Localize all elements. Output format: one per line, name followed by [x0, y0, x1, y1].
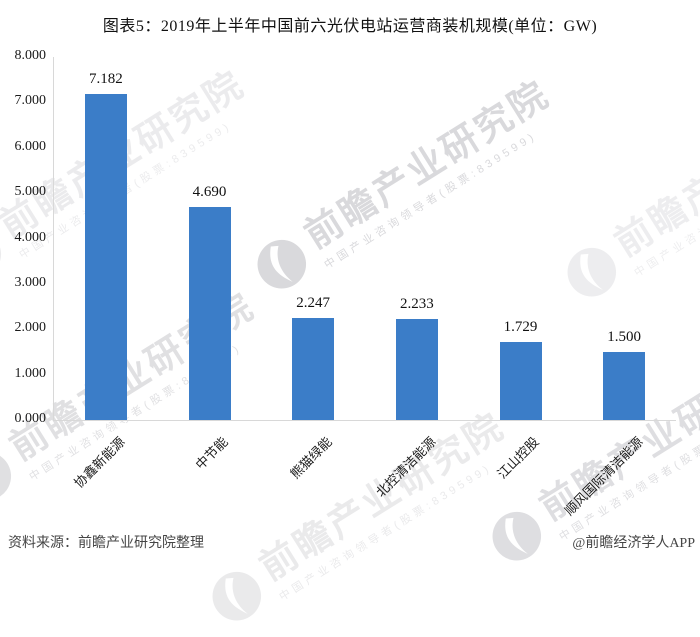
- x-axis-line: [53, 420, 676, 421]
- y-axis-tick-label: 4.000: [14, 229, 47, 245]
- bar-value-label: 2.233: [399, 296, 434, 312]
- bar-value-label: 7.182: [88, 71, 123, 87]
- bar-5: [499, 342, 542, 420]
- y-axis-tick-label: 8.000: [14, 48, 47, 63]
- x-axis-label: 熊猫绿能: [287, 434, 335, 482]
- y-axis-tick-label: 3.000: [14, 274, 47, 290]
- watermark: 前瞻产业研究院中国产业咨询领导者(股票:839599): [555, 80, 700, 313]
- bar-3: [292, 318, 335, 420]
- watermark-tagline-text: 中国产业咨询领导者(股票:839599): [27, 341, 244, 484]
- qianzhan-circle-logo-icon: [481, 500, 555, 576]
- bar-6: [603, 352, 646, 420]
- credit-note: @前瞻经济学人APP: [572, 536, 695, 551]
- watermark-tagline-text: 中国产业咨询领导者(股票:839599): [322, 129, 539, 272]
- y-axis-tick-label: 5.000: [14, 184, 47, 200]
- bar-4: [395, 319, 438, 420]
- x-axis-label: 北控清洁能源: [372, 434, 439, 500]
- bar-value-label: 1.500: [607, 329, 642, 345]
- qianzhan-circle-logo-icon: [201, 560, 275, 636]
- source-note: 资料来源：前瞻产业研究院整理: [8, 536, 204, 551]
- bar-value-label: 1.729: [503, 319, 538, 335]
- bar-value-label: 2.247: [296, 295, 331, 311]
- watermark-tagline-text: 中国产业咨询领导者(股票:839599): [632, 137, 700, 280]
- watermark: 前瞻产业研究院中国产业咨询领导者(股票:839599): [245, 72, 566, 305]
- bar-2: [188, 207, 231, 420]
- y-axis-tick-label: 2.000: [14, 320, 47, 336]
- bar-1: [84, 94, 127, 420]
- x-axis-label: 中节能: [193, 434, 232, 473]
- watermark: 前瞻产业研究院中国产业咨询领导者(股票:839599): [200, 405, 521, 637]
- qianzhan-circle-logo-icon: [0, 440, 25, 516]
- y-axis-tick-label: 6.000: [14, 138, 47, 154]
- x-axis-label: 江山控股: [494, 434, 543, 482]
- y-axis-tick-label: 1.000: [14, 365, 47, 381]
- chart-title: 图表5：2019年上半年中国前六光伏电站运营商装机规模(单位：GW): [102, 18, 598, 35]
- watermark-brand-text: 前瞻产业研究院: [297, 72, 557, 257]
- x-axis-label: 协鑫新能源: [70, 434, 128, 491]
- qianzhan-circle-logo-icon: [556, 236, 630, 312]
- bar-value-label: 4.690: [192, 184, 227, 200]
- chart-canvas: 前瞻产业研究院 中国产业咨询领导者(股票:839599) 前瞻产业研究院 中国产业咨询…: [0, 18, 700, 621]
- watermark-brand-text: 前瞻产业研究院: [607, 80, 700, 265]
- qianzhan-circle-logo-icon: [246, 228, 320, 304]
- y-axis-tick-label: 7.000: [14, 93, 47, 109]
- y-axis-tick-label: 0.000: [14, 411, 47, 426]
- x-axis-label: 顺风国际清洁能源: [561, 434, 646, 519]
- y-axis-line: [53, 57, 54, 420]
